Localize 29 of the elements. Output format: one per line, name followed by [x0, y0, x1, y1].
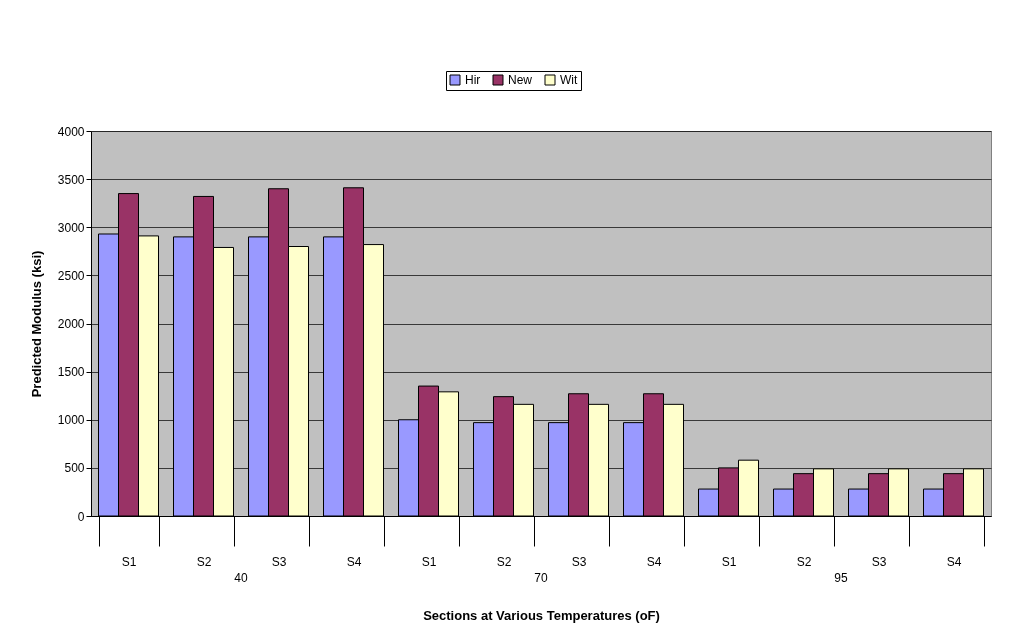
x-tick-label: S4 — [646, 554, 662, 569]
legend-label: Hir — [465, 73, 481, 87]
y-tick-label: 500 — [64, 461, 85, 476]
y-tick-label: 4000 — [57, 124, 85, 139]
x-tick-label: S1 — [421, 554, 437, 569]
x-tick-label: S2 — [796, 554, 812, 569]
y-tick-label: 3500 — [57, 172, 85, 187]
x-tick-label: S3 — [571, 554, 587, 569]
x-tick-label: S4 — [946, 554, 962, 569]
x-tick-label: S3 — [871, 554, 887, 569]
x-tick-label: S1 — [721, 554, 737, 569]
y-tick-label: 2000 — [57, 317, 85, 331]
x-tick-label: S2 — [496, 554, 512, 569]
text: 70 — [534, 571, 548, 585]
y-tick-label: 1000 — [57, 413, 85, 428]
x-tick-label: S1 — [121, 554, 137, 569]
legend-label: New — [508, 73, 533, 87]
y-tick-label: 1500 — [57, 365, 85, 380]
text: 95 — [834, 571, 848, 585]
y-tick-label: 3000 — [57, 220, 85, 235]
y-tick-label: 2500 — [57, 268, 85, 283]
text: 40 — [234, 571, 248, 585]
x-tick-label: S2 — [196, 554, 212, 569]
y-axis-title: Predicted Modulus (ksi) — [28, 250, 44, 398]
y-tick-label: 0 — [77, 509, 85, 524]
x-axis-title: Sections at Various Temperatures (oF) — [423, 607, 660, 623]
x-tick-label: S4 — [346, 554, 362, 569]
x-tick-label: S3 — [271, 554, 287, 569]
legend-label: Wit — [560, 73, 578, 87]
